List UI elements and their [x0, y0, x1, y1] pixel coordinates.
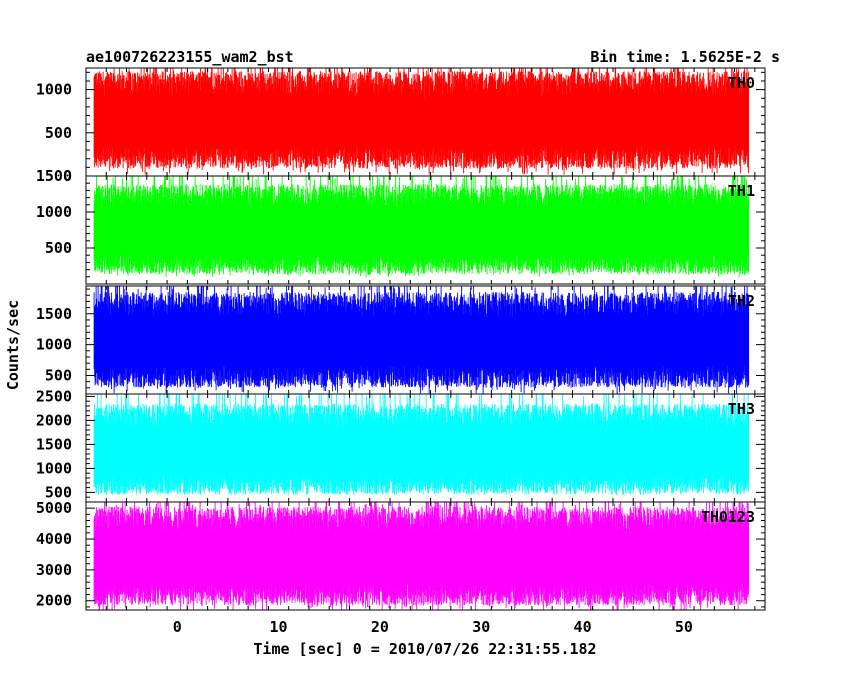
series-th0-line — [93, 68, 750, 175]
y-tick-label-th3-0: 500 — [45, 483, 72, 501]
y-tick-label-th1-1: 1000 — [36, 203, 72, 221]
panel-th0: 0 500 1000 TH0 — [36, 67, 766, 185]
y-tick-label-th3-2: 1500 — [36, 435, 72, 453]
x-tick-label-2: 20 — [371, 618, 389, 636]
series-th2-line — [93, 286, 750, 394]
series-th3-line — [93, 394, 750, 496]
plot-title-left: ae100726223155_wam2_bst — [86, 48, 294, 66]
x-tick-label-1: 10 — [270, 618, 288, 636]
panel-frame — [85, 501, 766, 611]
panel-label-th2: TH2 — [728, 292, 755, 310]
y-tick-label-th3-3: 2000 — [36, 411, 72, 429]
series-th0123-line — [93, 502, 750, 610]
y-axis-label: Counts/sec — [4, 300, 22, 390]
y-tick-label-th0-2: 1000 — [36, 81, 72, 99]
y-tick-label-th2-0: 500 — [45, 366, 72, 384]
y-tick-label-th3-1: 1000 — [36, 459, 72, 477]
x-tick-label-3: 30 — [472, 618, 490, 636]
x-tick-label-5: 50 — [675, 618, 693, 636]
panel-th3: 500 1000 1500 2000 2500 TH3 — [36, 387, 766, 503]
x-tick-label-4: 40 — [574, 618, 592, 636]
panel-label-th0123: TH0123 — [701, 508, 755, 526]
x-tick-label-0: 0 — [173, 618, 182, 636]
panel-th0123: 2000 3000 4000 5000 TH0123 — [36, 499, 766, 611]
y-tick-label-th1-2: 1500 — [36, 167, 72, 185]
x-axis-label: Time [sec] 0 = 2010/07/26 22:31:55.182 — [253, 640, 596, 658]
y-tick-label-th0123-0: 2000 — [36, 592, 72, 610]
panel-label-th1: TH1 — [728, 182, 755, 200]
y-tick-label-th0123-1: 3000 — [36, 561, 72, 579]
y-tick-label-th1-0: 500 — [45, 239, 72, 257]
series-th1-line — [93, 176, 750, 278]
plot-title-right: Bin time: 1.5625E-2 s — [590, 48, 780, 66]
y-tick-label-th2-2: 1500 — [36, 305, 72, 323]
panel-frame — [85, 175, 766, 285]
panel-th2: 500 1000 1500 TH2 — [36, 285, 766, 395]
y-tick-label-th0-1: 500 — [45, 124, 72, 142]
y-tick-label-th3-4: 2500 — [36, 387, 72, 405]
panel-label-th0: TH0 — [728, 74, 755, 92]
panel-th1: 500 1000 1500 TH1 — [36, 167, 766, 285]
y-tick-label-th2-1: 1000 — [36, 336, 72, 354]
y-tick-label-th0123-3: 5000 — [36, 499, 72, 517]
y-tick-label-th0123-2: 4000 — [36, 530, 72, 548]
y-tick-label-th0-0: 0 — [63, 167, 72, 185]
panel-label-th3: TH3 — [728, 400, 755, 418]
